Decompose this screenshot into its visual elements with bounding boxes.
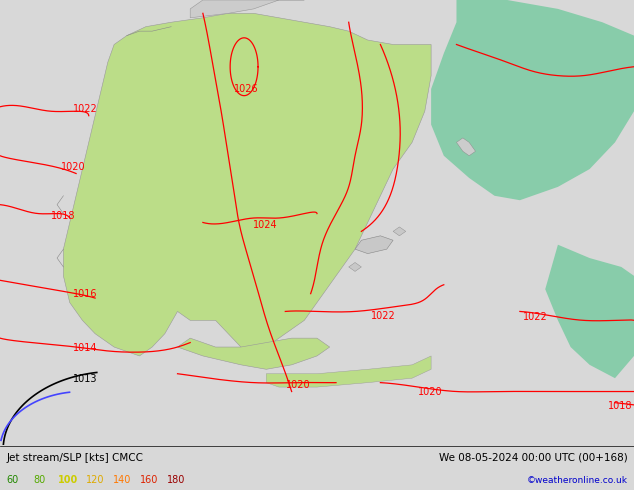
Text: 1020: 1020 (61, 162, 85, 172)
Polygon shape (393, 227, 406, 236)
Polygon shape (178, 338, 330, 369)
Text: 60: 60 (6, 475, 18, 485)
Polygon shape (431, 0, 634, 200)
Text: 1022: 1022 (73, 104, 98, 114)
Text: 1024: 1024 (253, 220, 277, 230)
Text: 100: 100 (58, 475, 79, 485)
Text: 1014: 1014 (74, 343, 98, 353)
Text: 160: 160 (139, 475, 158, 485)
Text: 120: 120 (86, 475, 104, 485)
Polygon shape (545, 245, 634, 378)
Text: ©weatheronline.co.uk: ©weatheronline.co.uk (527, 476, 628, 485)
Text: 1020: 1020 (418, 388, 442, 397)
Polygon shape (456, 138, 476, 156)
Text: 1013: 1013 (74, 374, 98, 384)
Text: 1020: 1020 (286, 380, 310, 390)
Polygon shape (63, 13, 431, 356)
Text: 140: 140 (113, 475, 131, 485)
Text: 180: 180 (167, 475, 185, 485)
Text: 80: 80 (33, 475, 45, 485)
Text: 1016: 1016 (74, 289, 98, 298)
Polygon shape (190, 0, 304, 18)
Text: 1018: 1018 (51, 211, 75, 221)
Text: Jet stream/SLP [kts] CMCC: Jet stream/SLP [kts] CMCC (6, 453, 143, 463)
Text: 1026: 1026 (234, 84, 258, 94)
Polygon shape (355, 236, 393, 254)
Polygon shape (266, 356, 431, 387)
Text: 1018: 1018 (608, 401, 632, 411)
Text: 1022: 1022 (371, 311, 396, 321)
Text: We 08-05-2024 00:00 UTC (00+168): We 08-05-2024 00:00 UTC (00+168) (439, 453, 628, 463)
Polygon shape (349, 263, 361, 271)
Text: 1022: 1022 (523, 312, 548, 322)
